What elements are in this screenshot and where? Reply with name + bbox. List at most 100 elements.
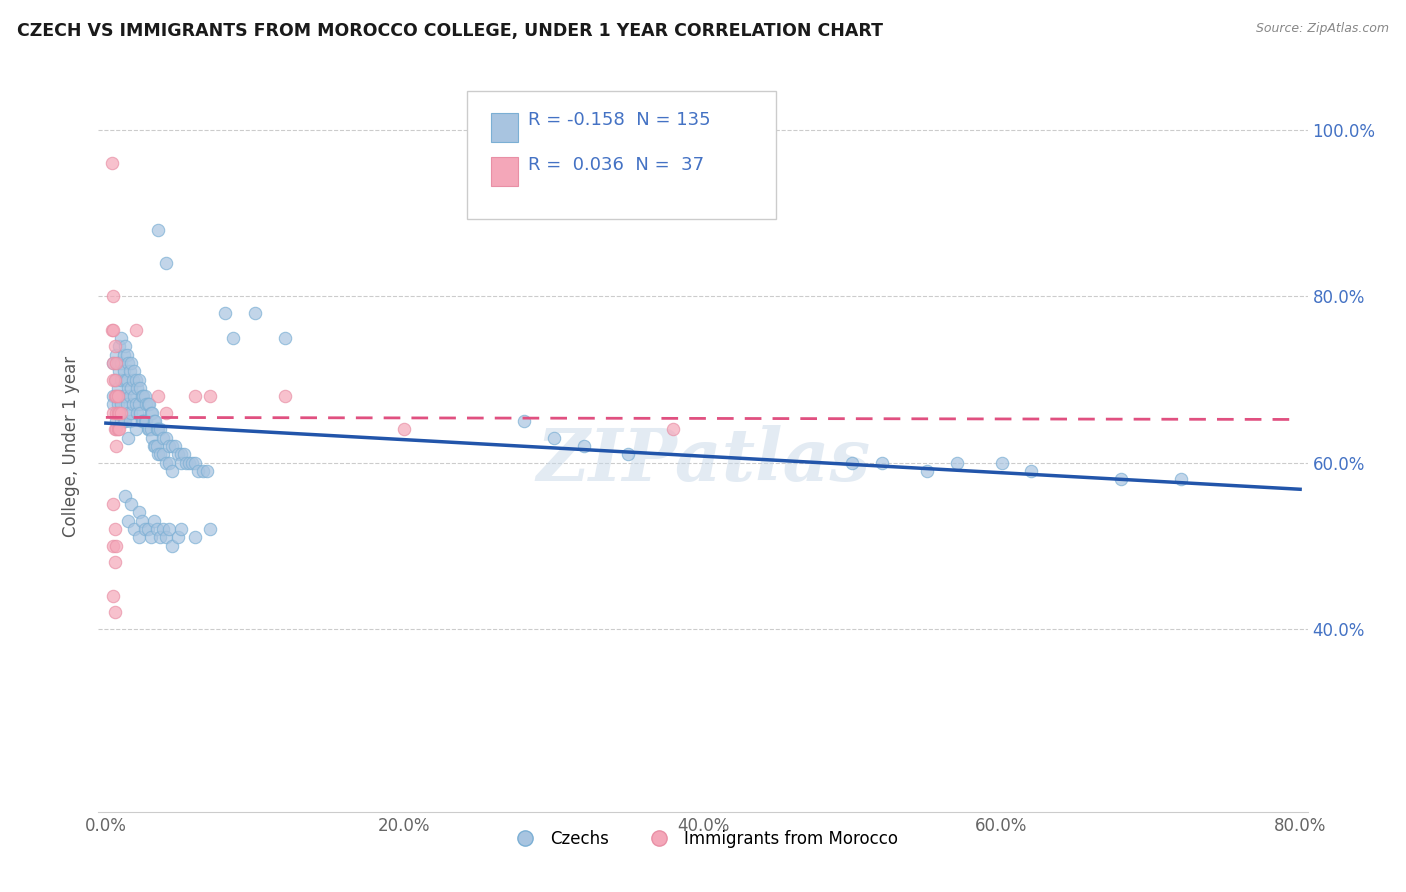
Point — [117, 381, 139, 395]
Point — [115, 348, 138, 362]
Point — [105, 422, 128, 436]
Point — [187, 464, 209, 478]
Point — [127, 406, 149, 420]
Point — [108, 364, 131, 378]
Point — [136, 422, 159, 436]
Point — [103, 323, 125, 337]
Point — [149, 422, 172, 436]
Point — [160, 464, 183, 478]
Point — [274, 331, 297, 345]
Point — [128, 372, 150, 386]
Point — [117, 514, 139, 528]
Bar — [492, 157, 517, 186]
Point — [138, 397, 160, 411]
Point — [173, 447, 195, 461]
Point — [128, 506, 150, 520]
Point — [103, 497, 125, 511]
Text: R =  0.036  N =  37: R = 0.036 N = 37 — [527, 155, 704, 174]
Point — [513, 414, 536, 428]
Point — [122, 522, 145, 536]
Text: R = -0.158  N = 135: R = -0.158 N = 135 — [527, 111, 710, 129]
Point — [157, 522, 180, 536]
Point — [184, 456, 207, 470]
Point — [143, 439, 166, 453]
Point — [176, 456, 198, 470]
Point — [103, 397, 125, 411]
Point — [155, 256, 177, 270]
Point — [274, 389, 297, 403]
Point — [136, 397, 159, 411]
Point — [107, 389, 129, 403]
Point — [103, 589, 125, 603]
Point — [110, 372, 132, 386]
Point — [118, 389, 141, 403]
Point — [214, 306, 236, 320]
Point — [157, 439, 180, 453]
Point — [103, 289, 125, 303]
Point — [132, 389, 155, 403]
Point — [141, 431, 163, 445]
Point — [394, 422, 416, 436]
Point — [139, 406, 162, 420]
Point — [1109, 472, 1132, 486]
Point — [125, 323, 148, 337]
Point — [122, 389, 145, 403]
Point — [136, 522, 159, 536]
Point — [107, 397, 129, 411]
Point — [125, 397, 148, 411]
Point — [104, 422, 127, 436]
Point — [112, 348, 135, 362]
Point — [114, 372, 136, 386]
Text: ZIPatlas: ZIPatlas — [536, 425, 870, 496]
Point — [115, 397, 138, 411]
Point — [152, 447, 174, 461]
Legend: Czechs, Immigrants from Morocco: Czechs, Immigrants from Morocco — [502, 823, 904, 855]
Point — [169, 522, 191, 536]
Point — [125, 372, 148, 386]
Point — [149, 530, 172, 544]
Point — [110, 331, 132, 345]
Point — [101, 323, 124, 337]
Point — [1021, 464, 1043, 478]
Point — [121, 397, 143, 411]
Point — [103, 372, 125, 386]
Point — [139, 530, 162, 544]
Point — [870, 456, 893, 470]
Point — [112, 389, 135, 403]
Point — [114, 489, 136, 503]
Point — [572, 439, 595, 453]
Point — [915, 464, 938, 478]
Point — [945, 456, 967, 470]
Point — [104, 555, 127, 569]
Point — [181, 456, 204, 470]
Point — [155, 530, 177, 544]
Point — [145, 522, 167, 536]
Point — [103, 356, 125, 370]
Point — [131, 414, 153, 428]
Point — [142, 414, 165, 428]
Point — [120, 497, 142, 511]
Point — [146, 447, 169, 461]
Point — [841, 456, 863, 470]
Point — [131, 389, 153, 403]
Point — [155, 406, 177, 420]
Point — [117, 356, 139, 370]
Point — [145, 422, 167, 436]
Point — [139, 422, 162, 436]
Point — [160, 539, 183, 553]
Point — [103, 389, 125, 403]
Point — [134, 389, 156, 403]
Point — [134, 522, 156, 536]
Point — [105, 389, 128, 403]
Point — [191, 464, 214, 478]
Point — [135, 397, 157, 411]
Point — [118, 364, 141, 378]
Point — [107, 356, 129, 370]
Point — [127, 381, 149, 395]
Point — [146, 223, 169, 237]
Point — [145, 439, 167, 453]
Point — [104, 605, 127, 619]
Point — [120, 356, 142, 370]
Point — [129, 406, 152, 420]
Point — [105, 406, 128, 420]
